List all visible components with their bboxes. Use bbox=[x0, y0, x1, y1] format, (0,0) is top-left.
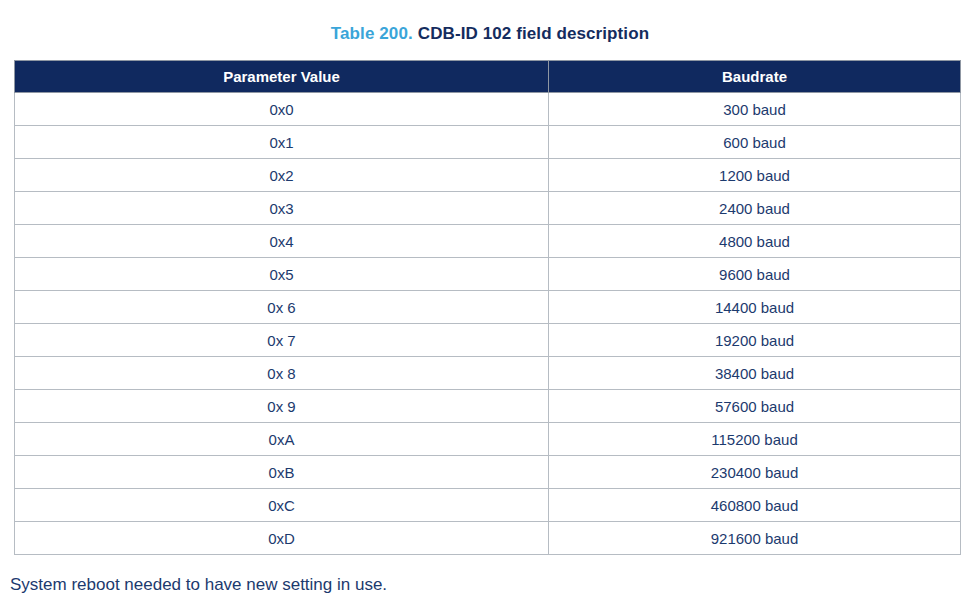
parameter-value-cell: 0x 9 bbox=[15, 390, 549, 423]
table-row: 0x 6 14400 baud bbox=[15, 291, 961, 324]
baudrate-cell: 1200 baud bbox=[549, 159, 961, 192]
parameter-value-cell: 0x0 bbox=[15, 93, 549, 126]
table-row: 0x 8 38400 baud bbox=[15, 357, 961, 390]
table-row: 0x4 4800 baud bbox=[15, 225, 961, 258]
header-row: Parameter Value Baudrate bbox=[15, 61, 961, 93]
table-row: 0xD 921600 baud bbox=[15, 522, 961, 555]
parameter-value-cell: 0x4 bbox=[15, 225, 549, 258]
baudrate-cell: 14400 baud bbox=[549, 291, 961, 324]
table-row: 0xC 460800 baud bbox=[15, 489, 961, 522]
table-row: 0x0 300 baud bbox=[15, 93, 961, 126]
table-caption-number: Table 200. bbox=[331, 24, 413, 43]
parameter-value-cell: 0xC bbox=[15, 489, 549, 522]
parameter-value-cell: 0x1 bbox=[15, 126, 549, 159]
table-row: 0x1 600 baud bbox=[15, 126, 961, 159]
baudrate-cell: 4800 baud bbox=[549, 225, 961, 258]
table-row: 0xB 230400 baud bbox=[15, 456, 961, 489]
parameter-value-cell: 0xB bbox=[15, 456, 549, 489]
table-caption: Table 200. CDB-ID 102 field description bbox=[0, 24, 980, 44]
parameter-value-cell: 0x2 bbox=[15, 159, 549, 192]
parameter-value-cell: 0xD bbox=[15, 522, 549, 555]
table-row: 0xA 115200 baud bbox=[15, 423, 961, 456]
baudrate-cell: 2400 baud bbox=[549, 192, 961, 225]
baudrate-cell: 38400 baud bbox=[549, 357, 961, 390]
table-row: 0x5 9600 baud bbox=[15, 258, 961, 291]
parameter-value-cell: 0x 7 bbox=[15, 324, 549, 357]
column-header-baudrate: Baudrate bbox=[549, 61, 961, 93]
parameter-value-cell: 0x5 bbox=[15, 258, 549, 291]
table-row: 0x2 1200 baud bbox=[15, 159, 961, 192]
table-row: 0x 9 57600 baud bbox=[15, 390, 961, 423]
baudrate-cell: 115200 baud bbox=[549, 423, 961, 456]
baudrate-cell: 300 baud bbox=[549, 93, 961, 126]
parameter-value-cell: 0x 6 bbox=[15, 291, 549, 324]
table-caption-title: CDB-ID 102 field description bbox=[418, 24, 649, 43]
baudrate-cell: 19200 baud bbox=[549, 324, 961, 357]
baudrate-cell: 460800 baud bbox=[549, 489, 961, 522]
baudrate-cell: 921600 baud bbox=[549, 522, 961, 555]
baudrate-table: Parameter Value Baudrate 0x0 300 baud 0x… bbox=[14, 60, 961, 555]
baudrate-cell: 600 baud bbox=[549, 126, 961, 159]
parameter-value-cell: 0xA bbox=[15, 423, 549, 456]
baudrate-cell: 57600 baud bbox=[549, 390, 961, 423]
parameter-value-cell: 0x3 bbox=[15, 192, 549, 225]
baudrate-cell: 230400 baud bbox=[549, 456, 961, 489]
parameter-value-cell: 0x 8 bbox=[15, 357, 549, 390]
table-row: 0x3 2400 baud bbox=[15, 192, 961, 225]
table-row: 0x 7 19200 baud bbox=[15, 324, 961, 357]
baudrate-cell: 9600 baud bbox=[549, 258, 961, 291]
column-header-parameter-value: Parameter Value bbox=[15, 61, 549, 93]
footer-note: System reboot needed to have new setting… bbox=[10, 575, 387, 595]
